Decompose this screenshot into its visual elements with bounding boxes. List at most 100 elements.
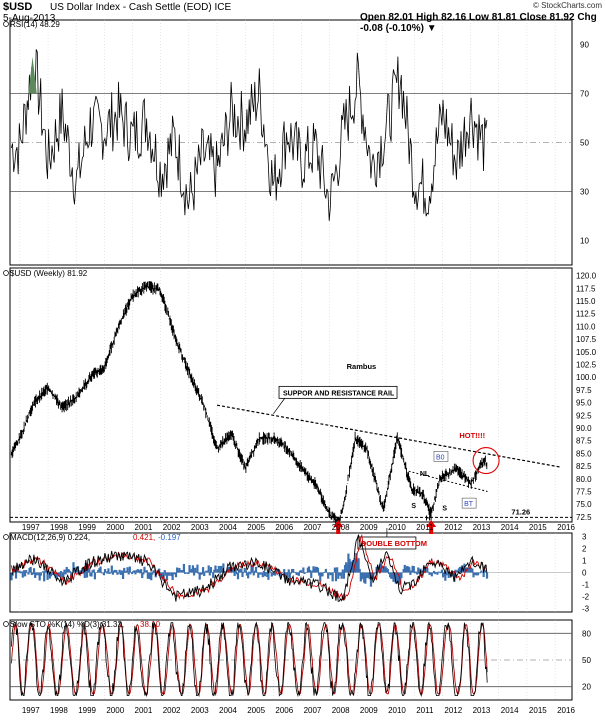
macd-histogram-bar <box>313 568 316 573</box>
macd-histogram-bar <box>476 572 480 576</box>
macd-histogram-bar <box>231 568 234 573</box>
x-tick-label: 2010 <box>388 706 406 715</box>
macd-histogram-bar <box>55 572 58 579</box>
x-tick-label-mid: 2006 <box>275 523 293 532</box>
macd-histogram-bar <box>134 572 137 575</box>
macd-histogram-bar <box>63 569 66 573</box>
macd-histogram-bar <box>21 572 24 578</box>
macd-histogram-bar <box>275 568 278 573</box>
annotation-rambus: Rambus <box>347 362 377 371</box>
macd-histogram-bar <box>280 572 284 574</box>
macd-histogram-bar <box>461 565 464 573</box>
macd-histogram-bar <box>172 572 175 575</box>
x-tick-label: 2007 <box>304 706 322 715</box>
rsi-tick-label: 90 <box>580 41 589 50</box>
macd-histogram-bar <box>482 572 485 578</box>
macd-histogram-bar <box>321 572 324 577</box>
macd-histogram-bar <box>253 570 257 573</box>
price-tick-label: 97.5 <box>576 386 592 395</box>
macd-histogram-bar <box>473 572 476 575</box>
macd-legend-signal: 0.421, <box>133 533 155 542</box>
price-tick-label: 105.0 <box>576 348 597 357</box>
x-tick-label-mid: 2008 <box>332 523 350 532</box>
macd-histogram-bar <box>270 572 273 577</box>
macd-histogram-bar <box>292 569 295 573</box>
macd-histogram-bar <box>252 572 255 576</box>
macd-histogram-bar <box>235 572 238 575</box>
macd-histogram-bar <box>471 568 474 573</box>
macd-histogram-bar <box>416 572 419 575</box>
price-tick-label: 110.0 <box>576 322 596 331</box>
macd-histogram-bar <box>203 572 206 577</box>
price-tick-label: 95.0 <box>576 399 592 408</box>
macd-histogram-bar <box>19 572 22 574</box>
macd-histogram-bar <box>236 572 240 580</box>
macd-histogram-bar <box>327 572 330 579</box>
macd-histogram-bar <box>207 565 210 573</box>
annotation-hot: HOT!!!! <box>459 431 485 440</box>
x-tick-label: 2011 <box>416 706 434 715</box>
annotation-rail-label: SUPPOR AND RESISTANCE RAIL <box>283 390 395 397</box>
price-tick-label: 82.5 <box>576 462 592 471</box>
macd-histogram-bar <box>345 562 348 573</box>
symbol: $USD <box>3 1 33 13</box>
sto-legend-d: 38.10 <box>140 620 161 629</box>
rsi-tick-label: 10 <box>580 237 589 246</box>
macd-histogram-bar <box>242 571 245 573</box>
macd-histogram-bar <box>199 572 202 575</box>
price-tick-label: 102.5 <box>576 361 597 370</box>
macd-histogram-bar <box>315 567 318 573</box>
macd-histogram-bar <box>267 572 270 580</box>
macd-histogram-bar <box>434 572 437 575</box>
panel-frame-price <box>9 267 573 523</box>
macd-histogram-bar <box>49 572 53 577</box>
macd-histogram-bar <box>484 571 487 573</box>
macd-histogram-bar <box>196 564 199 573</box>
macd-histogram-bar <box>170 572 173 577</box>
macd-histogram-bar <box>177 570 180 573</box>
macd-histogram-bar <box>364 572 367 584</box>
x-tick-label: 2012 <box>444 706 462 715</box>
macd-histogram-bar <box>389 572 392 578</box>
macd-histogram-bar <box>23 572 27 577</box>
macd-histogram-bar <box>114 569 117 573</box>
macd-histogram-bar <box>376 566 379 573</box>
macd-histogram-bar <box>387 572 391 574</box>
macd-histogram-bar <box>428 572 431 575</box>
macd-histogram-bar <box>390 572 393 579</box>
macd-histogram-bar <box>383 566 386 573</box>
macd-histogram-bar <box>115 570 118 573</box>
sto-tick-label: 50 <box>582 656 591 665</box>
macd-histogram-bar <box>143 566 146 573</box>
macd-histogram-bar <box>340 572 343 579</box>
macd-histogram-bar <box>99 566 102 573</box>
annotation-rail-box <box>278 385 398 399</box>
macd-histogram-bar <box>59 571 63 573</box>
macd-histogram-bar <box>241 572 244 578</box>
macd-histogram-bar <box>417 567 420 573</box>
macd-histogram-bar <box>217 565 220 573</box>
macd-histogram-bar <box>361 572 365 578</box>
macd-histogram-bar <box>106 572 109 574</box>
macd-histogram-bar <box>158 568 161 573</box>
macd-histogram-bar <box>161 572 164 580</box>
macd-histogram-bar <box>297 572 300 576</box>
macd-histogram-bar <box>431 572 435 574</box>
macd-histogram-bar <box>328 572 331 574</box>
macd-histogram-bar <box>426 568 429 573</box>
macd-histogram-bar <box>454 569 457 573</box>
x-tick-label-mid: 2011 <box>416 523 434 532</box>
macd-histogram-bar <box>298 570 302 573</box>
macd-histogram-bar <box>44 570 47 573</box>
sto-legend: Slow STO %K(14) %D(3) 31.32, <box>10 620 124 629</box>
macd-histogram-bar <box>458 566 462 573</box>
macd-histogram-bar <box>251 567 254 573</box>
macd-histogram-bar <box>288 572 291 579</box>
macd-histogram-bar <box>483 569 486 573</box>
neckline <box>408 470 488 493</box>
macd-histogram-bar <box>329 572 332 576</box>
macd-histogram-bar <box>283 569 286 573</box>
macd-histogram-bar <box>351 560 355 573</box>
macd-legend-icon <box>3 534 9 540</box>
macd-histogram-bar <box>79 570 82 573</box>
